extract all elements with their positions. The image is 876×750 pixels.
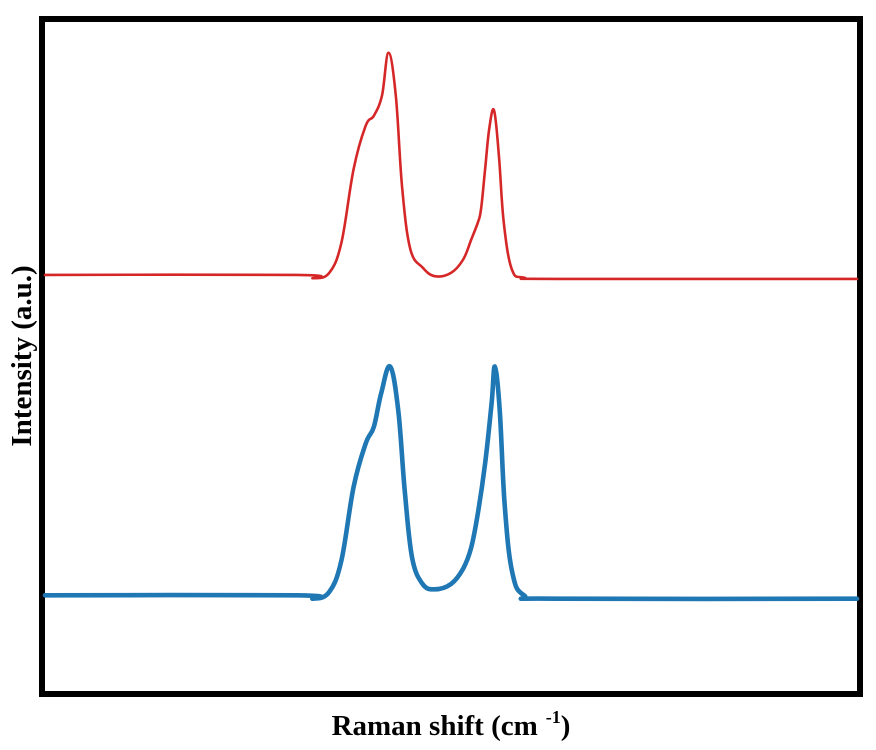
plot-frame — [39, 16, 863, 697]
x-axis-label: Raman shift (cm -1) — [332, 707, 571, 742]
x-axis-label-main: Raman shift (cm — [332, 710, 538, 742]
x-axis-label-close: ) — [561, 710, 571, 742]
series-blue-spectrum — [42, 364, 860, 602]
y-axis-label: Intensity (a.u.) — [6, 265, 38, 446]
series-red-spectrum — [43, 51, 859, 281]
x-axis-label-superscript: -1 — [546, 707, 561, 727]
series-layer — [42, 51, 860, 602]
